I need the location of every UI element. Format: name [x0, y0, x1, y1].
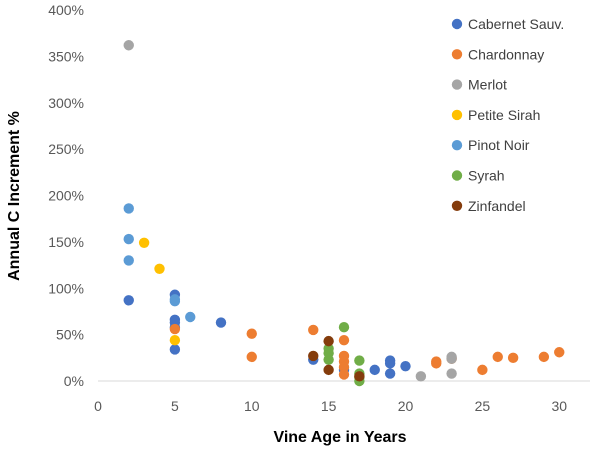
legend-label: Zinfandel: [468, 198, 526, 214]
y-tick-label: 150%: [48, 234, 84, 250]
series-points: [169, 323, 565, 380]
legend-item: Chardonnay: [451, 46, 544, 62]
data-points: [123, 40, 565, 387]
legend-label: Merlot: [468, 77, 507, 93]
data-point: [169, 296, 181, 307]
data-point: [123, 203, 134, 214]
x-tick-label: 25: [475, 398, 491, 414]
series-points: [123, 289, 411, 379]
legend-label: Syrah: [468, 168, 505, 184]
data-point: [123, 40, 134, 51]
y-axis-title: Annual C Increment %: [6, 111, 23, 281]
legend-item: Pinot Noir: [451, 137, 530, 153]
data-point: [507, 352, 519, 364]
legend-label: Pinot Noir: [468, 137, 530, 153]
data-point: [308, 324, 319, 336]
data-point: [338, 361, 350, 373]
legend-item: Cabernet Sauv.: [451, 16, 564, 32]
legend: Cabernet Sauv. Chardonnay Merlot Petite Sir…: [451, 16, 564, 214]
y-tick-label: 350%: [48, 48, 84, 64]
data-point: [338, 369, 350, 380]
data-point: [323, 335, 334, 347]
data-point: [154, 263, 165, 274]
legend-marker: [451, 79, 463, 90]
data-point: [431, 358, 442, 369]
legend-marker: [451, 140, 463, 151]
data-point: [138, 237, 150, 249]
data-point: [400, 360, 411, 372]
legend-label: Chardonnay: [468, 46, 544, 62]
legend-marker: [451, 170, 463, 181]
data-point: [415, 371, 427, 382]
data-point: [384, 368, 396, 379]
legend-marker: [451, 18, 463, 30]
x-tick-label: 10: [244, 398, 260, 414]
data-point: [246, 351, 257, 363]
x-axis-title: Vine Age in Years: [273, 429, 406, 446]
legend-marker: [451, 49, 463, 60]
legend-item: Petite Sirah: [451, 107, 540, 123]
y-tick-label: 300%: [48, 95, 84, 111]
x-tick-label: 15: [321, 398, 337, 414]
data-point: [169, 344, 181, 355]
data-point: [446, 353, 457, 364]
y-tick-label: 200%: [48, 188, 84, 204]
data-point: [554, 347, 565, 358]
data-point: [169, 323, 181, 335]
y-tick-label: 250%: [48, 141, 84, 157]
data-point: [185, 311, 196, 323]
legend-label: Cabernet Sauv.: [468, 16, 564, 32]
x-tick-label: 20: [398, 398, 414, 414]
data-point: [123, 233, 134, 245]
data-point: [369, 364, 380, 376]
legend-marker: [451, 200, 463, 211]
data-point: [215, 317, 227, 328]
data-point: [246, 328, 257, 339]
y-tick-label: 100%: [48, 280, 84, 296]
data-point: [446, 368, 457, 379]
data-point: [338, 322, 350, 333]
legend-marker: [451, 109, 463, 121]
y-tick-label: 400%: [48, 2, 84, 18]
data-point: [354, 371, 365, 382]
data-point: [384, 358, 396, 369]
series-points: [123, 203, 196, 323]
legend-item: Zinfandel: [451, 198, 526, 214]
data-point: [354, 355, 365, 366]
legend-item: Merlot: [451, 77, 507, 93]
data-point: [538, 351, 550, 363]
y-tick-label: 50%: [56, 327, 84, 343]
x-tick-label: 5: [171, 398, 179, 414]
y-axis-ticks: 0% 50% 100% 150% 200% 250% 300% 350% 400%: [48, 2, 84, 389]
legend-item: Syrah: [451, 168, 505, 184]
data-point: [308, 350, 319, 362]
data-point: [123, 295, 134, 306]
series-points: [138, 237, 181, 346]
series-points: [123, 40, 457, 382]
x-tick-label: 30: [551, 398, 567, 414]
data-point: [323, 354, 334, 365]
data-point: [338, 334, 350, 346]
series-points: [308, 335, 365, 382]
data-point: [123, 255, 134, 266]
data-point: [323, 364, 334, 376]
x-tick-label: 0: [94, 398, 102, 414]
data-point: [477, 364, 488, 376]
y-tick-label: 0%: [64, 373, 84, 389]
x-axis-ticks: 0 5 10 15 20 25 30: [94, 398, 567, 414]
data-point: [492, 351, 503, 363]
legend-label: Petite Sirah: [468, 107, 540, 123]
data-point: [169, 334, 181, 346]
